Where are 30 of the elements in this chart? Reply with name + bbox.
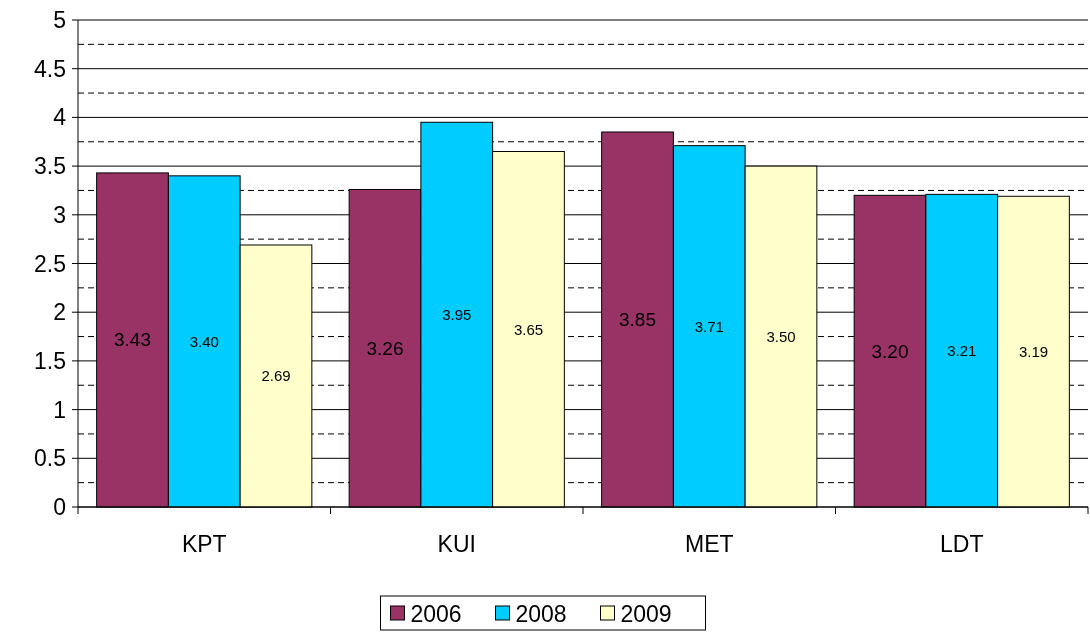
- data-label: 3.19: [1018, 343, 1049, 361]
- legend-label: 2008: [515, 601, 567, 627]
- data-label: 3.65: [513, 320, 544, 338]
- y-tick-label: 2: [53, 299, 66, 326]
- y-tick-label: 3.5: [34, 153, 66, 180]
- y-tick-label: 0.5: [34, 445, 66, 472]
- y-tick-label: 0: [53, 494, 66, 520]
- data-label: 3.50: [766, 328, 796, 346]
- data-label: 2.69: [261, 367, 291, 385]
- data-label: 3.26: [366, 337, 404, 359]
- data-label: 3.43: [114, 329, 152, 351]
- x-tick-label: KPT: [181, 531, 227, 557]
- legend-label: 2006: [410, 601, 462, 627]
- data-label: 3.95: [442, 306, 472, 324]
- y-tick-label: 5: [53, 7, 66, 33]
- x-tick-label: KUI: [437, 531, 476, 557]
- data-label: 3.40: [189, 332, 219, 350]
- y-tick-label: 1: [53, 396, 66, 423]
- data-label: 3.20: [871, 340, 909, 362]
- y-tick-label: 3: [53, 201, 66, 228]
- y-tick-label: 1.5: [34, 347, 66, 374]
- y-tick-label: 2.5: [34, 250, 66, 277]
- data-label: 3.85: [619, 309, 657, 331]
- y-tick-label: 4: [53, 104, 67, 131]
- data-label: 3.21: [947, 342, 977, 360]
- data-label: 3.71: [694, 317, 724, 335]
- x-tick-label: LDT: [940, 531, 984, 557]
- y-tick-label: 4.5: [34, 55, 66, 82]
- x-tick-label: MET: [684, 531, 734, 557]
- legend-label: 2009: [620, 601, 672, 627]
